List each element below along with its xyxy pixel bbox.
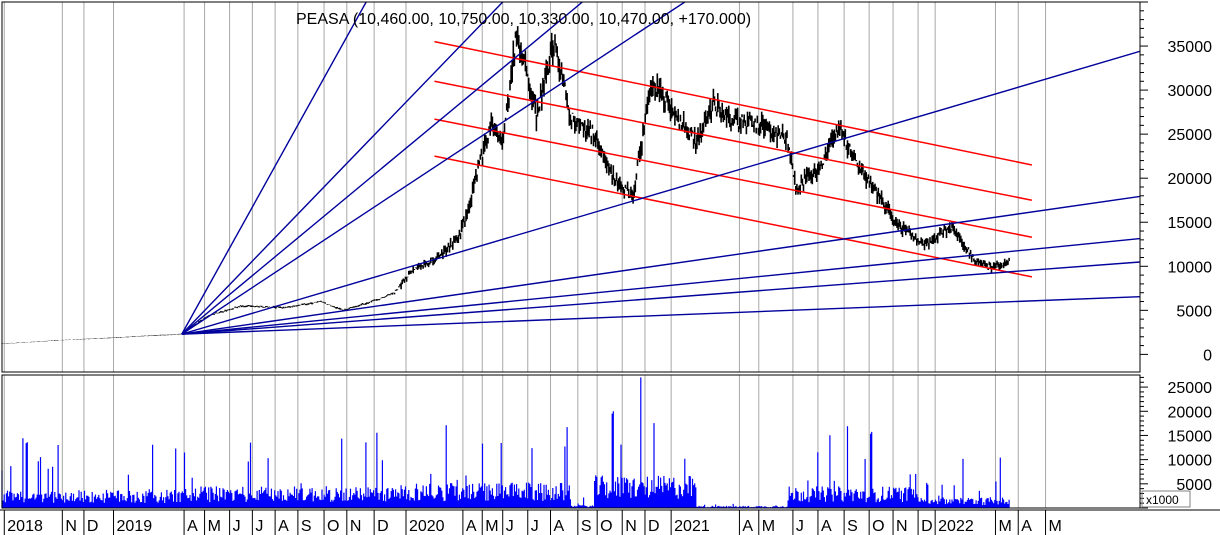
- volume-panel-frame: [1, 374, 1141, 509]
- x-tick-label: D: [377, 518, 389, 535]
- x-tick-label: J: [255, 518, 263, 535]
- x-tick-label: M: [485, 518, 498, 535]
- x-tick-label: M: [208, 518, 221, 535]
- x-tick-label: S: [581, 518, 592, 535]
- channel-line-1: [434, 40, 1033, 166]
- x-tick-label: O: [872, 518, 884, 535]
- fan-ray-8: [181, 261, 1140, 335]
- price-tick-label: 10000: [1168, 259, 1213, 276]
- x-tick-label: N: [896, 518, 908, 535]
- x-tick-label: 2022: [938, 518, 974, 535]
- x-tick-label: D: [921, 518, 933, 535]
- volume-axis: 5000 10000 15000 20000 25000 x1000: [1140, 376, 1213, 509]
- fan-ray-2: [181, 2, 504, 335]
- volume-tick-label: 15000: [1168, 428, 1213, 445]
- x-tick-label: A: [1021, 518, 1032, 535]
- chart-title: PEASA (10,460.00, 10,750.00, 10,330.00, …: [296, 11, 751, 28]
- x-tick-label: N: [625, 518, 637, 535]
- volume-tick-label: 20000: [1168, 404, 1213, 421]
- price-tick-label: 15000: [1168, 215, 1213, 232]
- fan-ray-4: [181, 2, 686, 335]
- x-axis: 2018 N D 2019 A M J J A S O N D 2020 A M J J A S O N D 2021 A M J A…: [3, 510, 1062, 535]
- x-tick-label: J: [796, 518, 804, 535]
- price-tick-label: 35000: [1168, 39, 1213, 56]
- price-tick-label: 5000: [1176, 303, 1212, 320]
- x-tick-label: J: [233, 518, 241, 535]
- fan-ray-3: [181, 2, 583, 335]
- x-tick-label: A: [278, 518, 289, 535]
- fan-ray-6: [181, 195, 1140, 335]
- x-tick-label: M: [762, 518, 775, 535]
- x-tick-label: 2020: [409, 518, 445, 535]
- volume-tick-label: 25000: [1168, 380, 1213, 397]
- x-tick-label: D: [87, 518, 99, 535]
- volume-tick-label: 10000: [1168, 453, 1213, 470]
- price-axis: 0 5000 10000 15000 20000 25000 30000 35000: [1140, 1, 1213, 364]
- channel-line-3: [434, 118, 1033, 238]
- x-tick-label: M: [1049, 518, 1062, 535]
- x-tick-label: 2019: [117, 518, 153, 535]
- x-tick-label: J: [531, 518, 539, 535]
- x-tick-label: 2018: [7, 518, 43, 535]
- x-tick-label: O: [327, 518, 339, 535]
- x-tick-label: A: [554, 518, 565, 535]
- x-tick-label: J: [506, 518, 514, 535]
- x-tick-label: A: [742, 518, 753, 535]
- x-tick-label: A: [466, 518, 477, 535]
- channel-line-4: [434, 155, 1033, 278]
- x-tick-label: M: [998, 518, 1011, 535]
- volume-tick-label: 5000: [1176, 477, 1212, 494]
- x-tick-label: A: [187, 518, 198, 535]
- x-tick-label: O: [600, 518, 612, 535]
- x-tick-label: N: [350, 518, 362, 535]
- volume-unit-label: x1000: [1146, 493, 1179, 507]
- price-tick-label: 20000: [1168, 171, 1213, 188]
- price-tick-label: 25000: [1168, 127, 1213, 144]
- x-tick-label: N: [65, 518, 77, 535]
- x-tick-label: S: [301, 518, 312, 535]
- fan-ray-7: [181, 237, 1140, 335]
- fan-ray-9: [181, 295, 1140, 335]
- volume-unit-box: [1141, 490, 1191, 508]
- x-tick-label: 2021: [674, 518, 710, 535]
- x-tick-label: A: [821, 518, 832, 535]
- x-tick-label: S: [847, 518, 858, 535]
- gann-fan-lines: [181, 2, 1140, 335]
- fan-ray-5: [181, 50, 1140, 335]
- fan-ray-1: [181, 2, 367, 335]
- x-tick-label: D: [648, 518, 660, 535]
- price-tick-label: 0: [1203, 347, 1212, 364]
- price-tick-label: 30000: [1168, 83, 1213, 100]
